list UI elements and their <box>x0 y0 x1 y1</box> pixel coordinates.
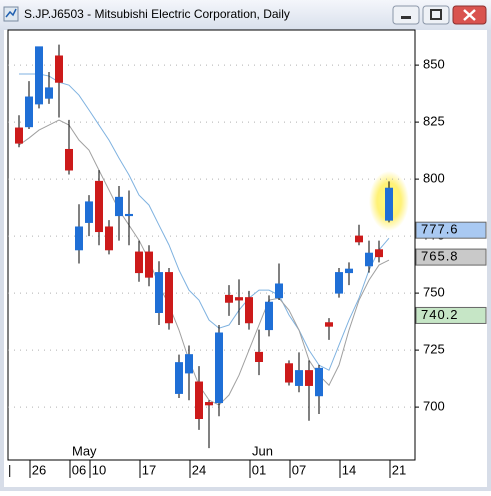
candle-body <box>335 272 343 294</box>
candle-body <box>315 367 323 397</box>
close-glyph <box>463 9 476 21</box>
price-label-box <box>415 221 487 239</box>
x-tick-label: 26 <box>32 462 46 477</box>
minimize-button[interactable] <box>392 5 420 25</box>
x-tick-label: 01 <box>252 462 266 477</box>
candle-body <box>275 283 283 299</box>
y-tick-label: 800 <box>423 171 445 186</box>
candle-body <box>225 294 233 303</box>
y-tick-label: 850 <box>423 57 445 72</box>
moving-average-line <box>18 119 390 406</box>
candle-body <box>55 55 63 83</box>
axis-start-marker: | <box>8 462 11 477</box>
candle-body <box>365 252 373 267</box>
candle-body <box>135 251 143 274</box>
candle-body <box>205 402 213 406</box>
candle-body <box>375 249 383 258</box>
candle-body <box>285 363 293 383</box>
y-tick-label: 825 <box>423 114 445 129</box>
candle-body <box>305 370 313 386</box>
candle-body <box>385 187 393 221</box>
candle-body <box>35 46 43 105</box>
x-tick-label: 06 <box>72 462 86 477</box>
price-label-box <box>415 248 487 266</box>
candle-body <box>75 226 83 251</box>
x-tick-label: 24 <box>192 462 206 477</box>
y-tick-label: 700 <box>423 399 445 414</box>
candle-body <box>265 301 273 331</box>
price-label-box <box>415 306 487 324</box>
candle-body <box>325 322 333 327</box>
candle-body <box>15 127 23 144</box>
candle-body <box>185 354 193 374</box>
minimize-glyph <box>401 16 411 19</box>
candle-body <box>255 351 263 363</box>
candle-body <box>85 201 93 223</box>
maximize-button[interactable] <box>422 5 450 25</box>
candle-body <box>95 180 103 233</box>
x-tick-label: 21 <box>392 462 406 477</box>
candle-body <box>145 251 153 278</box>
month-label: Jun <box>252 443 273 458</box>
candle-body <box>65 148 73 171</box>
price-label: 765.8 <box>421 249 459 264</box>
candle-body <box>105 226 113 251</box>
price-label: 740.2 <box>421 307 459 322</box>
candle-body <box>195 381 203 420</box>
candle-body <box>165 272 173 324</box>
y-tick-label: 750 <box>423 285 445 300</box>
candle-body <box>25 96 33 128</box>
price-label: 777.6 <box>421 222 459 237</box>
candle-body <box>355 235 363 243</box>
candle-body <box>215 332 223 404</box>
candle-body <box>245 297 253 324</box>
y-tick-label: 725 <box>423 342 445 357</box>
candle-body <box>175 362 183 394</box>
candle-body <box>295 370 303 386</box>
moving-average-line <box>19 73 390 371</box>
window-title: S.JP.J6503 - Mitsubishi Electric Corpora… <box>24 7 290 21</box>
chart-area <box>4 30 487 487</box>
window-buttons <box>392 5 487 25</box>
plot-border <box>7 29 416 461</box>
candle-body <box>45 87 53 99</box>
candle-body <box>125 213 133 217</box>
x-tick-label: 14 <box>342 462 356 477</box>
candle-body <box>345 268 353 274</box>
window-icon-glyph <box>5 8 17 18</box>
candle-body <box>235 297 243 301</box>
month-label: May <box>72 443 97 458</box>
x-tick-label: 07 <box>292 462 306 477</box>
candle-body <box>155 272 163 313</box>
x-tick-label: 17 <box>142 462 156 477</box>
candle-body <box>115 196 123 217</box>
x-tick-label: 10 <box>92 462 106 477</box>
maximize-glyph <box>430 9 442 20</box>
